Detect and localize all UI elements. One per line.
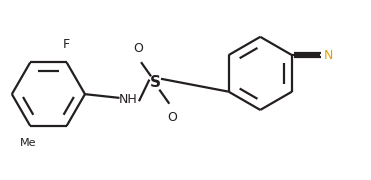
Text: O: O [133,42,143,55]
Text: NH: NH [119,93,138,106]
Text: Me: Me [20,138,36,148]
Text: F: F [63,38,70,51]
Text: S: S [150,75,161,90]
Text: O: O [168,111,178,124]
Text: N: N [324,49,333,62]
